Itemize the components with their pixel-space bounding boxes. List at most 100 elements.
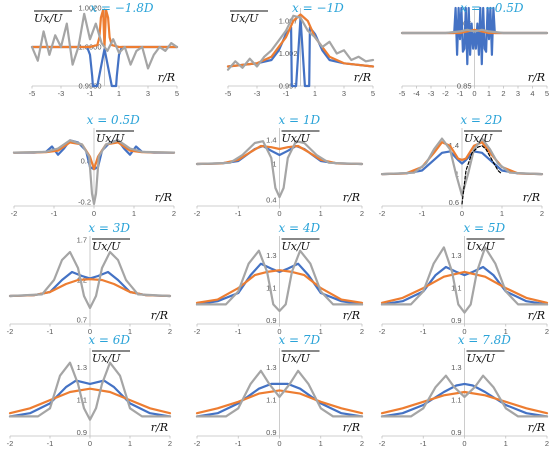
x-axis-label: r/R	[343, 309, 360, 322]
panel-12: -2 -1 0 1 2 1.3 1.1 0.9 x = 7.8D Ux/U r/R	[379, 333, 549, 448]
y-axis-label: Ux/U	[282, 132, 311, 145]
x-tick-label: -1	[420, 327, 427, 336]
series-line-3	[380, 374, 549, 418]
y-tick-label: 0.6	[449, 198, 459, 207]
x-tick-label: 0	[462, 327, 466, 336]
panel-title: x = 2D	[460, 113, 502, 127]
series-line-1	[380, 382, 549, 418]
x-tick-label: -1	[420, 439, 427, 448]
x-tick-label: -5	[225, 89, 232, 98]
series-line-3	[12, 139, 176, 205]
x-axis-label: r/R	[343, 421, 360, 434]
y-tick-label: 1.7	[77, 236, 87, 245]
y-tick-label: 0.85	[457, 82, 472, 91]
x-axis-label: r/R	[155, 191, 172, 204]
y-tick-label: 0.9	[451, 428, 461, 437]
x-tick-label: -1	[419, 209, 426, 218]
x-tick-label: 2	[540, 209, 544, 218]
y-axis-label: Ux/U	[282, 240, 311, 253]
x-tick-label: 0	[472, 89, 476, 98]
panel-title: x = 7D	[278, 333, 320, 347]
x-tick-label: 5	[175, 89, 179, 98]
x-tick-label: 0	[277, 209, 281, 218]
y-tick-label: 1.1	[266, 396, 276, 405]
y-tick-label: 0.7	[77, 316, 87, 325]
series-line-3	[8, 250, 172, 310]
x-tick-label: 1	[117, 89, 121, 98]
y-axis-label: Ux/U	[34, 12, 63, 25]
x-tick-label: -2	[194, 439, 201, 448]
series-line-3	[195, 249, 364, 313]
x-tick-label: 2	[501, 89, 505, 98]
x-axis-label: r/R	[158, 71, 175, 84]
x-axis-label: r/R	[151, 309, 168, 322]
x-tick-label: 1	[319, 327, 323, 336]
panel-5: -2 -1 0 1 2 1.4 1 0.4 x = 1D Ux/U r/R	[194, 113, 364, 218]
panel-title: x = 7.8D	[458, 333, 512, 347]
series-line-2	[8, 387, 172, 415]
y-tick-label: 0.9	[266, 428, 276, 437]
series-line-3	[226, 14, 375, 71]
series-line-3	[195, 140, 364, 199]
panel-title: x = −1D	[292, 1, 344, 15]
series-line-3	[195, 369, 364, 418]
x-tick-label: -5	[29, 89, 36, 98]
series-line-2	[380, 390, 549, 415]
x-tick-label: 0	[460, 209, 464, 218]
y-tick-label: 0.8	[81, 156, 91, 165]
y-tick-label: 0.9	[266, 316, 276, 325]
x-tick-label: -1	[235, 439, 242, 448]
x-tick-label: 2	[168, 327, 172, 336]
y-axis-label: Ux/U	[92, 240, 121, 253]
y-axis-label: Ux/U	[467, 240, 496, 253]
x-tick-label: -3	[254, 89, 261, 98]
panel-2: -5 -3 -1 1 3 5 0.997 1.002 1.007 x = −1D Ux/U r/R	[225, 1, 375, 98]
series-line-3	[8, 361, 172, 421]
x-tick-label: 1	[128, 327, 132, 336]
x-tick-label: -1	[47, 439, 54, 448]
x-tick-label: -3	[428, 89, 435, 98]
series-line-2	[195, 269, 364, 304]
x-tick-label: 2	[360, 209, 364, 218]
panel-title: x = 6D	[88, 333, 130, 347]
x-tick-label: -4	[413, 89, 420, 98]
series-line-2	[380, 270, 549, 304]
y-axis-label: Ux/U	[230, 12, 259, 25]
y-axis-label: Ux/U	[282, 352, 311, 365]
panel-3: -5 -4 -3 -2 -1 0 1 2 3 4 50.851.05x = −0.5Dr/R	[399, 1, 549, 98]
x-tick-label: 0	[92, 209, 96, 218]
y-tick-label: 0.9	[77, 428, 87, 437]
panel-title: x = 1D	[278, 113, 320, 127]
x-tick-label: 2	[545, 327, 549, 336]
x-tick-label: -1	[235, 209, 242, 218]
x-tick-label: 4	[530, 89, 534, 98]
x-tick-label: 0	[277, 439, 281, 448]
x-tick-label: 1	[504, 327, 508, 336]
panel-11: -2 -1 0 1 2 1.3 1.1 0.9 x = 7D Ux/U r/R	[194, 333, 364, 448]
x-axis-label: r/R	[343, 191, 360, 204]
x-tick-label: 1	[500, 209, 504, 218]
y-tick-label: 1.002	[279, 49, 298, 58]
y-tick-label: -0.2	[78, 197, 91, 206]
y-axis-label: Ux/U	[464, 132, 493, 145]
x-tick-label: -2	[442, 89, 449, 98]
series-line-3	[400, 28, 549, 35]
y-tick-label: 0.4	[266, 196, 276, 205]
panel-4: -2 -1 0 1 2 0.8 -0.2 x = 0.5D Ux/U r/R	[11, 113, 176, 218]
x-axis-label: r/R	[528, 421, 545, 434]
y-tick-label: 1.3	[451, 251, 461, 260]
y-tick-label: 1	[272, 160, 276, 169]
x-tick-label: 2	[360, 327, 364, 336]
series-line-4	[461, 145, 503, 205]
x-tick-label: 2	[545, 439, 549, 448]
series-line-2	[226, 13, 375, 68]
x-tick-label: 3	[516, 89, 520, 98]
y-tick-label: 1.3	[266, 251, 276, 260]
x-tick-label: 1	[487, 89, 491, 98]
x-tick-label: -2	[379, 209, 386, 218]
series-line-2	[195, 389, 364, 415]
x-tick-label: 5	[371, 89, 375, 98]
